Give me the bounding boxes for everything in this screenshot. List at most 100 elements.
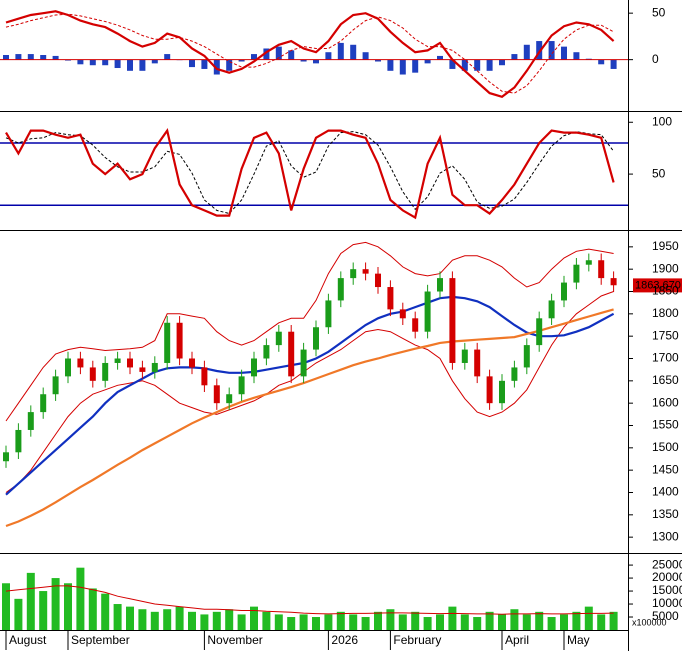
- y-tick-label: 1500: [652, 440, 679, 454]
- candle-body: [151, 362, 158, 372]
- histogram-bar: [511, 54, 518, 60]
- volume-bar: [460, 614, 469, 630]
- y-tick-label: 5000: [652, 609, 679, 623]
- histogram-bar: [424, 59, 431, 64]
- histogram-bar: [548, 41, 555, 60]
- candle-body: [511, 367, 518, 381]
- volume-bar: [473, 617, 482, 630]
- volume-bar: [113, 604, 122, 630]
- volume-bar: [188, 611, 196, 630]
- d-line: [5, 131, 615, 215]
- candle-body: [263, 345, 270, 359]
- y-tick-label: 1700: [652, 351, 679, 365]
- candle-body: [449, 278, 456, 363]
- volume-bar: [2, 583, 10, 630]
- overlay-line: [5, 308, 614, 528]
- x-tick-label: September: [71, 633, 130, 647]
- volume-bar: [312, 617, 320, 630]
- k-line: [5, 127, 615, 220]
- candle-body: [437, 278, 443, 292]
- volume-bar: [398, 614, 407, 630]
- y-tick-label: 1350: [652, 507, 679, 521]
- candle-body: [313, 327, 319, 350]
- candle-body: [474, 349, 481, 377]
- histogram-bar: [387, 59, 394, 71]
- histogram-bar: [437, 55, 443, 60]
- histogram-bar: [102, 59, 109, 66]
- unit-label: x100000: [632, 617, 667, 627]
- candle-body: [300, 349, 307, 377]
- y-tick-label: 1850: [652, 284, 679, 298]
- candle-body: [77, 358, 84, 368]
- histogram-bar: [263, 48, 270, 60]
- histogram-bar: [412, 59, 419, 73]
- volume-bar: [262, 611, 271, 630]
- volume-bar: [324, 614, 333, 630]
- histogram-bar: [201, 59, 208, 69]
- candle-body: [226, 394, 233, 404]
- histogram-bar: [474, 59, 481, 71]
- y-tick-label: 15000: [652, 583, 682, 597]
- volume-bar: [51, 578, 60, 630]
- volume-bar: [609, 611, 618, 630]
- volume-bar: [14, 598, 23, 630]
- volume-bar: [572, 611, 581, 630]
- candle-body: [201, 367, 208, 386]
- y-tick-label: 1950: [652, 239, 679, 253]
- candle-body: [573, 264, 580, 283]
- volume-bar: [411, 611, 420, 630]
- candle-body: [536, 318, 543, 346]
- candle-body: [486, 376, 493, 404]
- histogram-bar: [350, 44, 357, 60]
- volume-bar: [336, 611, 345, 630]
- candle-body: [52, 376, 59, 395]
- volume-bar: [126, 606, 134, 630]
- y-tick-label: 1750: [652, 328, 679, 342]
- y-tick-label: 1800: [652, 306, 679, 320]
- x-tick-label: November: [207, 633, 262, 647]
- volume-bar: [448, 606, 457, 630]
- candle-body: [65, 358, 71, 377]
- candle-body: [288, 331, 295, 377]
- last-price-label: 1863.670: [635, 279, 681, 291]
- y-tick-label: 0: [652, 52, 659, 66]
- candle-body: [176, 322, 183, 359]
- histogram-bar: [362, 52, 369, 60]
- volume-bar: [349, 614, 358, 630]
- histogram-bar: [139, 59, 146, 71]
- volume-ma-line: [5, 585, 614, 615]
- y-tick-label: 1900: [652, 261, 679, 275]
- histogram-bar: [399, 59, 406, 75]
- histogram-bar: [27, 54, 34, 60]
- candle-body: [15, 429, 22, 453]
- histogram-bar: [561, 46, 567, 60]
- candle-body: [585, 260, 592, 265]
- histogram-bar: [151, 59, 158, 64]
- candle-body: [164, 322, 171, 363]
- volume-bar: [150, 611, 159, 630]
- candle-body: [213, 385, 220, 404]
- volume-bar: [39, 591, 48, 630]
- y-tick-label: 10000: [652, 596, 682, 610]
- histogram-bar: [114, 59, 121, 69]
- histogram-bar: [337, 42, 344, 60]
- candle-body: [548, 300, 555, 319]
- volume-bar: [76, 567, 85, 630]
- candle-body: [362, 269, 369, 274]
- histogram-bar: [189, 59, 195, 68]
- candle-body: [499, 380, 505, 404]
- candle-body: [139, 367, 146, 372]
- histogram-bar: [127, 59, 133, 71]
- volume-bar: [287, 617, 296, 630]
- y-tick-label: 100: [652, 114, 672, 128]
- histogram-bar: [288, 50, 295, 60]
- volume-bar: [138, 609, 147, 630]
- histogram-bar: [275, 46, 282, 60]
- candle-body: [102, 362, 109, 381]
- volume-bar: [200, 614, 209, 630]
- candle-body: [114, 358, 121, 363]
- y-tick-label: 25000: [652, 557, 682, 571]
- y-tick-label: 50: [652, 5, 666, 19]
- volume-bar: [522, 614, 531, 630]
